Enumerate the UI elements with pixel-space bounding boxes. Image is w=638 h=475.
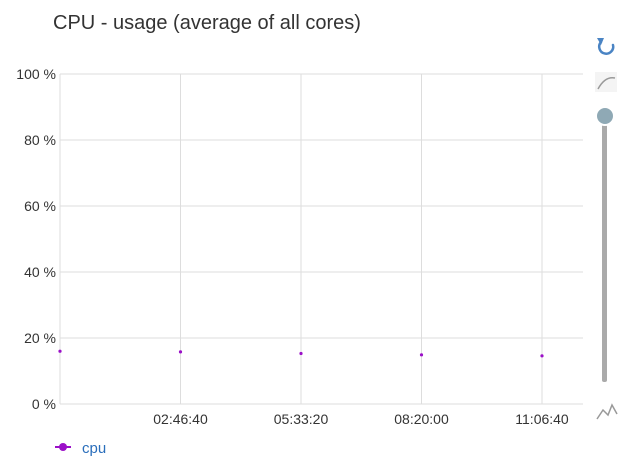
x-tick-label: 05:33:20 <box>274 411 329 427</box>
raw-data-button[interactable] <box>596 403 618 420</box>
data-series-cpu <box>58 349 544 358</box>
data-point-cpu[interactable] <box>419 353 424 357</box>
x-tick-label: 02:46:40 <box>153 411 208 427</box>
legend-swatch-marker <box>59 443 67 451</box>
smooth-button-bg <box>595 72 617 92</box>
x-tick-label: 11:06:40 <box>515 411 569 427</box>
y-tick-label: 100 % <box>16 66 56 82</box>
x-axis-ticks: 02:46:40 05:33:20 08:20:00 11:06:40 <box>153 411 569 427</box>
slider-track <box>602 114 607 382</box>
y-tick-label: 20 % <box>24 330 56 346</box>
legend[interactable]: cpu <box>55 440 106 457</box>
raw-data-icon <box>596 403 618 420</box>
data-point-cpu[interactable] <box>58 349 62 353</box>
y-tick-label: 80 % <box>24 132 56 148</box>
reset-zoom-button[interactable] <box>597 38 615 55</box>
data-point-cpu[interactable] <box>178 350 183 354</box>
grid-lines <box>59 73 583 405</box>
data-point-cpu[interactable] <box>540 354 544 358</box>
smooth-curve-icon <box>597 76 616 90</box>
smoothing-slider[interactable] <box>595 106 615 382</box>
y-tick-label: 0 % <box>32 396 56 412</box>
y-tick-label: 60 % <box>24 198 56 214</box>
data-point-cpu[interactable] <box>299 351 303 356</box>
reset-zoom-arrowhead <box>597 38 604 45</box>
reset-zoom-icon <box>598 40 615 55</box>
y-tick-label: 40 % <box>24 264 56 280</box>
smooth-curve-button[interactable] <box>595 72 617 92</box>
legend-label-cpu: cpu <box>82 440 106 457</box>
chart-title: CPU - usage (average of all cores) <box>53 12 361 34</box>
y-axis-ticks: 0 % 20 % 40 % 60 % 80 % 100 % <box>16 66 56 412</box>
slider-knob[interactable] <box>595 106 615 126</box>
x-tick-label: 08:20:00 <box>394 411 449 427</box>
